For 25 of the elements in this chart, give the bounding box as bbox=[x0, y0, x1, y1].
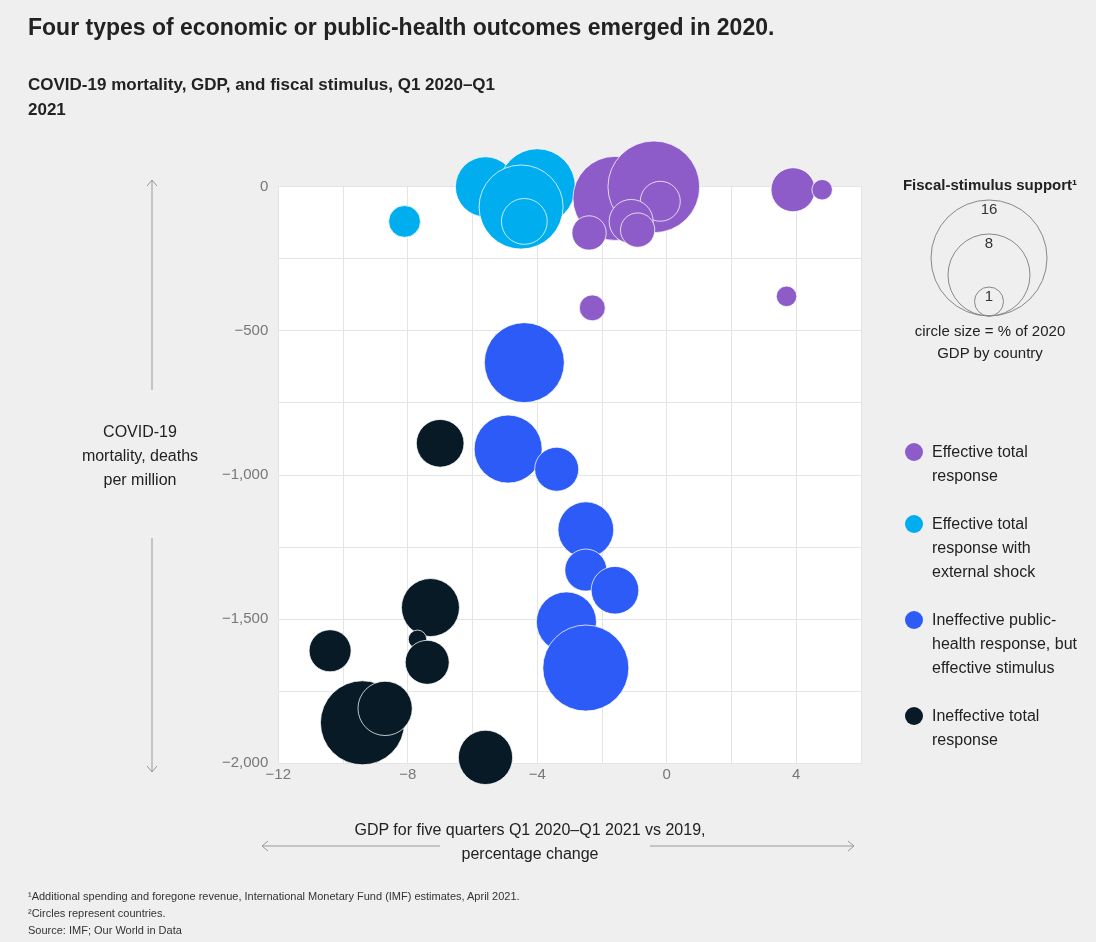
legend-label: Ineffective public-health response, but effective stimulus bbox=[932, 610, 1078, 678]
legend-label: Effective total response bbox=[932, 442, 1029, 486]
text: ¹Additional spending and foregone revenue, International Monetary Fund (IMF) estimates, April 2021. bbox=[28, 890, 520, 902]
x-tick-label: −4 bbox=[528, 765, 546, 783]
y-tick-label: −2,000 bbox=[222, 753, 269, 771]
text: circle size = % of 2020 GDP by country bbox=[913, 321, 1067, 363]
x-tick-label: −8 bbox=[399, 765, 417, 783]
x-tick-label: 0 bbox=[662, 765, 671, 783]
y-tick-label: 0 bbox=[259, 176, 269, 194]
chart-title: Four types of economic or public-health outcomes emerged in 2020. bbox=[28, 14, 775, 41]
y-tick-label: −1,000 bbox=[222, 465, 269, 483]
legend-label: Ineffective total response bbox=[932, 706, 1041, 750]
y-tick-label: −1,500 bbox=[222, 609, 269, 627]
y-tick-label: −500 bbox=[234, 321, 269, 339]
legend-label: Effective total response with external shock bbox=[932, 514, 1037, 582]
legend-label: 8 bbox=[984, 233, 994, 251]
chart-subtitle: COVID-19 mortality, GDP, and fiscal stimulus, Q1 2020–Q1 2021 bbox=[28, 74, 497, 121]
x-axis-title: GDP for five quarters Q1 2020–Q1 2021 vs 2019, percentage change bbox=[353, 820, 707, 864]
legend-label: 16 bbox=[980, 199, 998, 217]
x-tick-label: 4 bbox=[792, 765, 801, 783]
legend-title: Fiscal-stimulus support¹ bbox=[901, 175, 1079, 195]
y-axis-title: COVID-19 mortality, deaths per million bbox=[80, 422, 200, 490]
text: ²Circles represent countries. bbox=[28, 907, 166, 919]
source-note: Source: IMF; Our World in Data bbox=[28, 924, 182, 936]
legend-label: 1 bbox=[984, 286, 994, 304]
